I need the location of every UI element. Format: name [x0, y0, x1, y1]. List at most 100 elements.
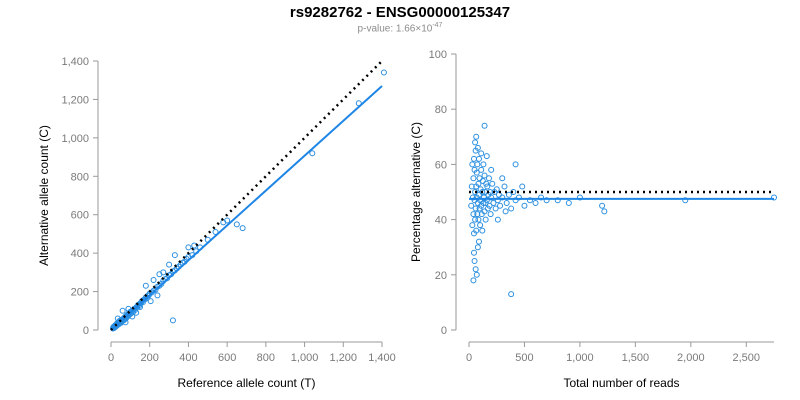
chart-2-y-tick-label: 0 — [441, 325, 447, 337]
chart-1-data-point — [309, 150, 316, 157]
chart-1-data-point — [166, 261, 173, 268]
chart-1-data-point — [150, 277, 157, 284]
chart-2-data-point — [494, 216, 501, 223]
chart-2-data-point — [483, 180, 490, 187]
chart-2-data-point — [488, 194, 495, 201]
chart-2-data-point — [601, 208, 608, 215]
chart-2-data-point — [508, 291, 515, 298]
chart-2-data-point — [488, 166, 495, 173]
chart-2-data-point — [472, 139, 479, 146]
chart-1-x-axis-title: Reference allele count (T) — [177, 376, 315, 390]
chart-2-x-tick-label: 1,500 — [622, 352, 650, 364]
chart-1-y-tick-label: 200 — [71, 287, 89, 299]
chart-1-x-tick-label: 1,400 — [368, 352, 396, 364]
chart-2-data-point — [554, 197, 561, 204]
chart-1-x-tick-label: 600 — [218, 352, 236, 364]
chart-1-data-point — [169, 317, 176, 324]
chart-2-data-point — [502, 208, 509, 215]
chart-1-data-point — [233, 221, 240, 228]
chart-2-data-point — [494, 197, 501, 204]
chart-2-data-point — [682, 197, 689, 204]
chart-2-data-point — [479, 189, 486, 195]
chart-2-x-tick-label: 2,000 — [677, 352, 705, 364]
chart-2-data-point — [492, 205, 499, 212]
chart-1-data-point — [148, 289, 155, 296]
chart-1-data-point — [185, 244, 192, 251]
p-value-exponent: -47 — [432, 22, 443, 29]
chart-1-y-tick-label: 0 — [83, 325, 89, 337]
title-block: rs9282762 - ENSG00000125347 p-value: 1.6… — [0, 4, 800, 34]
chart-2-data-point — [472, 216, 479, 223]
chart-2-data-point — [503, 200, 510, 207]
chart-2-data-point — [480, 161, 487, 168]
chart-2-y-axis-title: Percentage alternative (C) — [409, 122, 423, 262]
chart-2-data-point — [472, 189, 479, 195]
chart-2-data-point — [484, 183, 491, 190]
chart-2-data-point — [473, 133, 480, 140]
chart-2-data-point — [505, 191, 512, 198]
chart-1-data-point — [119, 307, 126, 314]
chart-2-y-tick-label: 20 — [435, 270, 447, 282]
chart-2-data-point — [472, 205, 479, 212]
chart-2-x-tick-label: 0 — [466, 352, 472, 364]
chart-1-x-tick-label: 400 — [179, 352, 197, 364]
chart-2-data-point — [481, 122, 488, 129]
chart-2-data-point — [485, 175, 492, 182]
chart-2-data-point — [473, 227, 480, 234]
chart-2-data-point — [469, 161, 476, 168]
chart-1-y-tick-label: 600 — [71, 210, 89, 222]
chart-2-data-point — [543, 197, 550, 204]
chart-2-data-point — [470, 155, 477, 162]
chart-2-data-point — [479, 227, 486, 234]
chart-2-data-point — [499, 194, 506, 201]
chart-2-data-point — [473, 169, 480, 176]
chart-2-data-point — [599, 202, 606, 209]
chart-2-data-point — [473, 271, 480, 278]
chart-2-data-point — [475, 238, 482, 245]
chart-2-data-point — [489, 180, 496, 187]
chart-2-x-tick-label: 2,500 — [733, 352, 761, 364]
chart-2-x-axis-title: Total number of reads — [563, 376, 679, 390]
chart-1-data-point — [133, 309, 140, 316]
chart-2-data-point — [475, 155, 482, 162]
chart-1-data-point — [171, 252, 178, 259]
chart-2-data-point — [493, 186, 500, 193]
chart-1-data-point — [147, 298, 154, 305]
chart-1-x-tick-label: 200 — [141, 352, 159, 364]
chart-2-data-point — [565, 200, 572, 207]
chart-2-data-point — [490, 200, 497, 207]
chart-2-data-point — [470, 277, 477, 284]
right-scatter-panel: 0 20 40 60 80 100 0 500 1,000 1,500 2,000 2,500 Tota… — [409, 49, 777, 390]
chart-2-data-point — [497, 202, 504, 209]
chart-2-data-point — [532, 200, 539, 207]
chart-2-data-point — [474, 244, 481, 251]
chart-1-data-point — [380, 69, 387, 76]
chart-2-data-point — [476, 175, 483, 182]
chart-2-data-point — [469, 222, 476, 229]
chart-2-y-tick-label: 80 — [435, 104, 447, 116]
chart-2-data-point — [499, 175, 506, 182]
chart-1-y-tick-label: 400 — [71, 248, 89, 260]
chart-2-data-point — [486, 202, 493, 209]
chart-1-data-point — [239, 225, 246, 232]
chart-2-data-point — [478, 150, 485, 157]
chart-1-y-tick-label: 1,400 — [61, 56, 89, 68]
chart-subtitle: p-value: 1.66×10-47 — [0, 22, 800, 34]
chart-2-data-point — [481, 172, 488, 179]
chart-2-data-point — [483, 153, 490, 160]
chart-2-data-point — [512, 161, 519, 168]
chart-1-data-point — [122, 319, 129, 326]
chart-2-data-point — [521, 202, 528, 209]
chart-2-data-point — [501, 183, 508, 190]
chart-2-data-point — [508, 205, 515, 212]
chart-2-data-point — [771, 194, 777, 201]
chart-2-x-tick-label: 1,000 — [566, 352, 594, 364]
chart-1-x-tick-label: 800 — [257, 352, 275, 364]
chart-2-data-point — [482, 200, 489, 207]
chart-2-data-point — [470, 249, 477, 256]
chart-1-data-point — [224, 217, 231, 224]
chart-2-data-point — [474, 161, 481, 168]
chart-2-data-point — [538, 194, 545, 201]
chart-2-data-point — [519, 183, 526, 190]
chart-2-data-point — [576, 194, 583, 201]
